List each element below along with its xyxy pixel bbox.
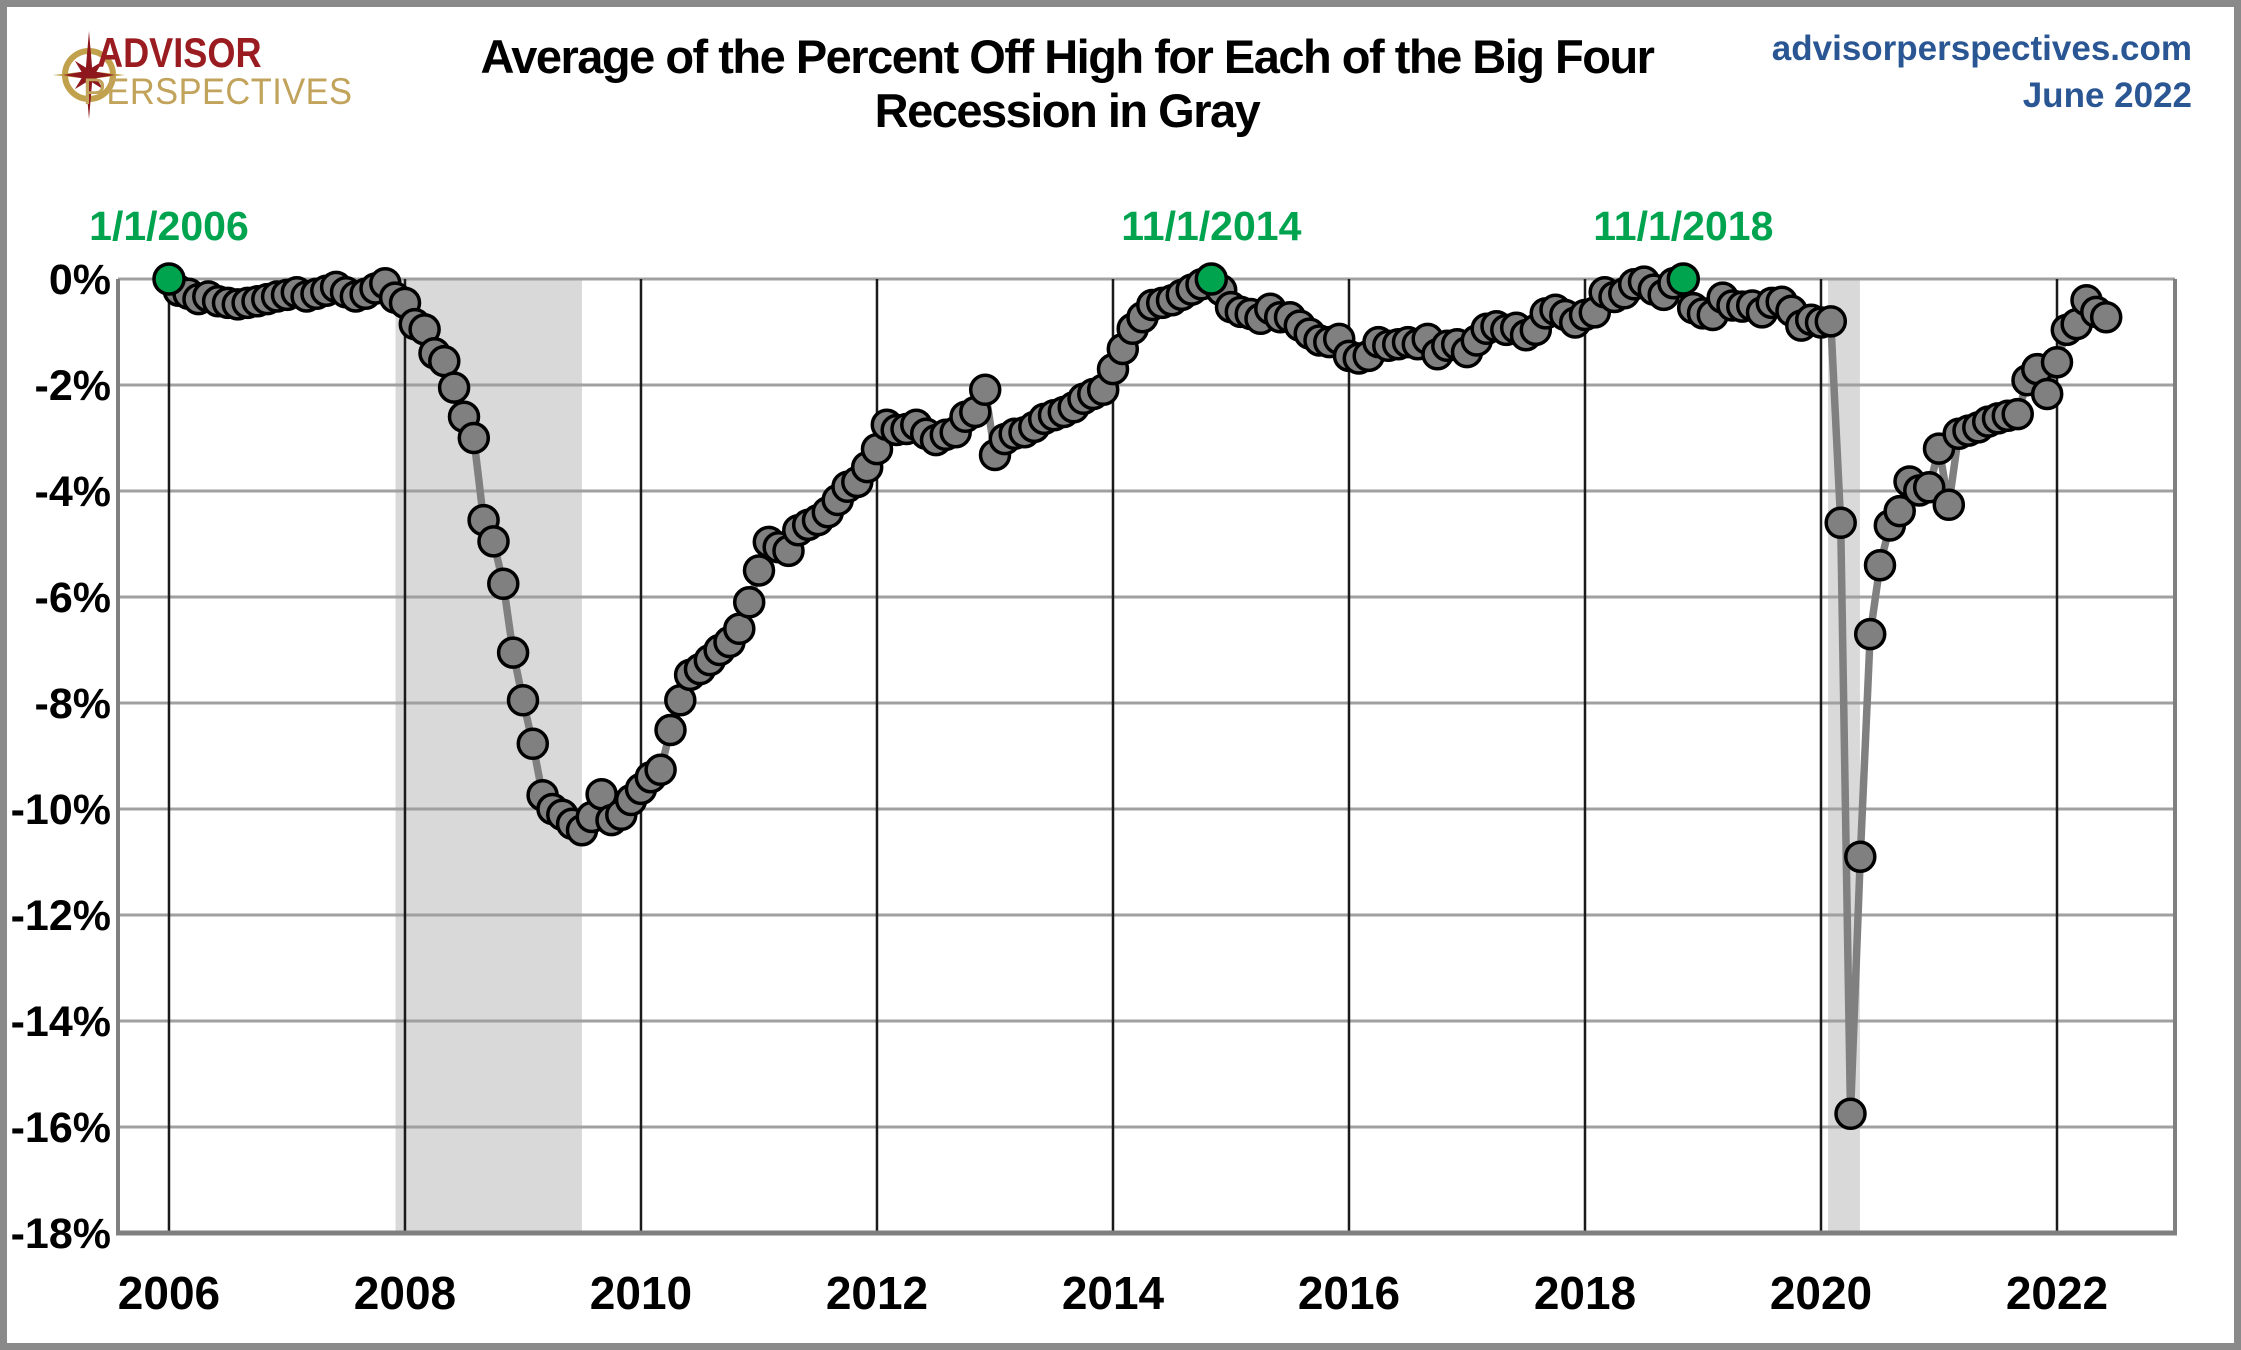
- data-point: [496, 636, 530, 669]
- peak-marker: [1666, 262, 1701, 296]
- y-tick-label: -2%: [35, 362, 111, 410]
- x-tick-label: 2016: [1298, 1267, 1400, 1319]
- data-point: [428, 344, 461, 378]
- y-tick-label: -12%: [11, 892, 111, 940]
- x-tick-label: 2018: [1534, 1267, 1636, 1319]
- peak-marker-label: 11/1/2018: [1593, 203, 1773, 249]
- x-tick-label: 2010: [590, 1267, 692, 1319]
- logo-word-advisor: ADVISOR: [97, 29, 262, 76]
- data-point: [487, 567, 520, 601]
- data-point: [1834, 1097, 1867, 1131]
- peak-marker: [1194, 262, 1229, 296]
- data-point: [1824, 506, 1857, 540]
- data-point: [2030, 377, 2064, 411]
- data-point: [723, 612, 756, 646]
- data-point: [2040, 345, 2074, 379]
- y-tick-label: -14%: [11, 998, 111, 1046]
- x-tick-label: 2012: [826, 1267, 928, 1319]
- data-point: [654, 713, 687, 747]
- data-point: [457, 421, 491, 455]
- data-point: [1853, 617, 1887, 651]
- data-point: [1932, 488, 1966, 522]
- x-tick-label: 2008: [354, 1267, 456, 1319]
- data-point: [516, 727, 550, 761]
- source-block: advisorperspectives.com June 2022: [1592, 25, 2192, 119]
- x-tick-label: 2006: [118, 1267, 220, 1319]
- x-tick-label: 2022: [2006, 1267, 2108, 1319]
- chart-title: Average of the Percent Off High for Each…: [287, 31, 1847, 137]
- data-point: [968, 373, 1002, 407]
- data-point: [477, 525, 510, 558]
- advisor-perspectives-logo: ADVISOR PERSPECTIVES: [35, 23, 375, 123]
- compass-star-shape: [63, 31, 115, 119]
- source-site: advisorperspectives.com: [1771, 29, 2192, 68]
- peak-marker-label: 11/1/2014: [1121, 203, 1301, 249]
- data-point: [2089, 300, 2123, 334]
- data-point: [742, 554, 776, 587]
- y-tick-label: -6%: [35, 574, 111, 622]
- y-tick-label: -16%: [11, 1104, 111, 1152]
- recession-band: [395, 279, 582, 1233]
- y-tick-label: -18%: [11, 1210, 111, 1258]
- data-point: [644, 753, 677, 787]
- y-tick-label: 0%: [49, 256, 111, 304]
- data-point: [1814, 305, 1848, 338]
- source-date: June 2022: [2022, 76, 2192, 115]
- data-point: [732, 586, 766, 619]
- y-tick-label: -10%: [11, 786, 111, 834]
- data-point: [2001, 397, 2034, 431]
- y-tick-label: -4%: [35, 468, 111, 516]
- data-point: [1863, 548, 1897, 582]
- big-four-chart: 0% -2% -4% -6% -8% -10% -12% -14% -16% -18%2006 20…: [11, 203, 2177, 1319]
- compass-star-icon: [53, 31, 125, 119]
- data-point: [506, 684, 540, 717]
- peak-marker-label: 1/1/2006: [89, 203, 249, 249]
- x-tick-label: 2014: [1062, 1267, 1165, 1319]
- data-point: [1844, 840, 1877, 873]
- data-point: [437, 371, 471, 404]
- x-tick-label: 2020: [1770, 1267, 1872, 1319]
- logo-word-perspectives: PERSPECTIVES: [83, 71, 353, 112]
- peak-marker: [152, 262, 186, 296]
- y-tick-label: -8%: [35, 680, 111, 728]
- chart-title-line2: Recession in Gray: [874, 84, 1261, 137]
- chart-title-line1: Average of the Percent Off High for Each…: [480, 30, 1655, 83]
- data-point: [1883, 494, 1916, 528]
